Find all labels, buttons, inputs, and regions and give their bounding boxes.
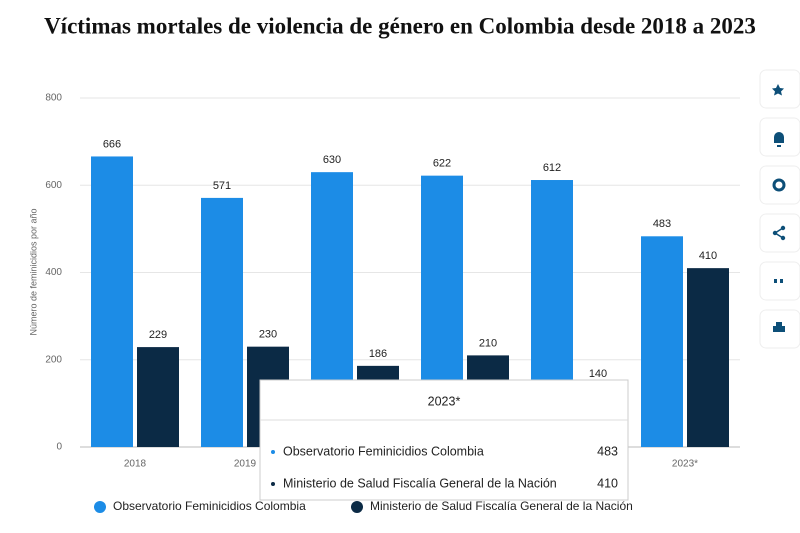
bar xyxy=(641,236,683,447)
y-tick-label: 400 xyxy=(45,267,62,278)
side-toolbar xyxy=(759,69,800,349)
chart-title: Víctimas mortales de violencia de género… xyxy=(44,13,756,38)
value-label: 230 xyxy=(259,329,277,341)
share-icon xyxy=(780,235,786,241)
x-tick-label: 2018 xyxy=(124,459,147,470)
value-label: 622 xyxy=(433,158,451,170)
value-label: 410 xyxy=(699,250,717,262)
tooltip-value: 483 xyxy=(597,444,618,458)
tooltip-value: 410 xyxy=(597,476,618,490)
x-tick-label: 2019 xyxy=(234,459,257,470)
y-tick-label: 200 xyxy=(45,354,62,365)
tooltip-box xyxy=(259,379,629,501)
value-label: 666 xyxy=(103,138,121,150)
legend-swatch xyxy=(94,501,106,513)
bar xyxy=(91,156,133,447)
y-axis-label: Número de feminicidios por año xyxy=(28,208,38,335)
legend-swatch xyxy=(351,501,363,513)
tooltip: 2023* Observatorio Feminicidios Colombia… xyxy=(259,379,629,501)
legend-label: Ministerio de Salud Fiscalía General de … xyxy=(370,499,633,513)
share-icon xyxy=(780,225,786,231)
bar xyxy=(201,197,243,447)
tooltip-dot xyxy=(271,450,275,454)
share-icon xyxy=(772,230,778,236)
cite-icon xyxy=(774,279,783,283)
tooltip-dot xyxy=(271,482,275,486)
share-button[interactable] xyxy=(759,213,800,253)
bar xyxy=(687,268,729,447)
value-label: 630 xyxy=(323,154,341,166)
y-tick-label: 600 xyxy=(45,180,62,191)
y-tick-label: 800 xyxy=(45,93,62,104)
tooltip-series: Ministerio de Salud Fiscalía General de … xyxy=(283,476,557,490)
value-label: 612 xyxy=(543,162,561,174)
value-label: 210 xyxy=(479,337,497,349)
legend-label: Observatorio Feminicidios Colombia xyxy=(113,499,306,513)
x-tick-label: 2023* xyxy=(672,459,698,470)
print-icon xyxy=(773,322,785,332)
star-icon xyxy=(772,84,784,96)
tooltip-title: 2023* xyxy=(428,394,461,408)
y-tick-label: 0 xyxy=(56,442,62,453)
tooltip-series: Observatorio Feminicidios Colombia xyxy=(283,444,484,458)
value-label: 186 xyxy=(369,348,387,360)
settings-button[interactable] xyxy=(759,165,800,205)
value-label: 229 xyxy=(149,329,167,341)
settings-icon xyxy=(772,178,786,192)
bar xyxy=(137,347,179,447)
legend: Observatorio Feminicidios Colombia Minist… xyxy=(94,499,633,513)
value-label: 571 xyxy=(213,180,231,192)
value-label: 140 xyxy=(589,368,607,380)
bell-icon xyxy=(774,132,784,147)
value-label: 483 xyxy=(653,218,671,230)
